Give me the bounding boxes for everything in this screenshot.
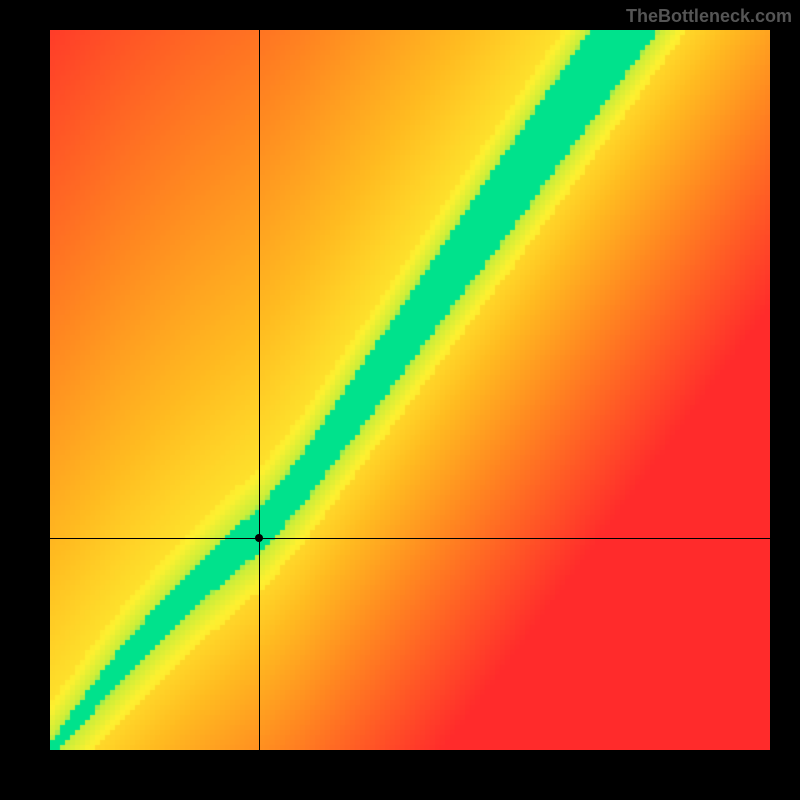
- heatmap-area: [50, 30, 770, 750]
- crosshair-horizontal: [50, 538, 770, 539]
- crosshair-vertical: [259, 30, 260, 750]
- watermark-text: TheBottleneck.com: [626, 6, 792, 27]
- chart-frame: [50, 30, 770, 750]
- selection-marker[interactable]: [255, 534, 263, 542]
- heatmap-canvas: [50, 30, 770, 750]
